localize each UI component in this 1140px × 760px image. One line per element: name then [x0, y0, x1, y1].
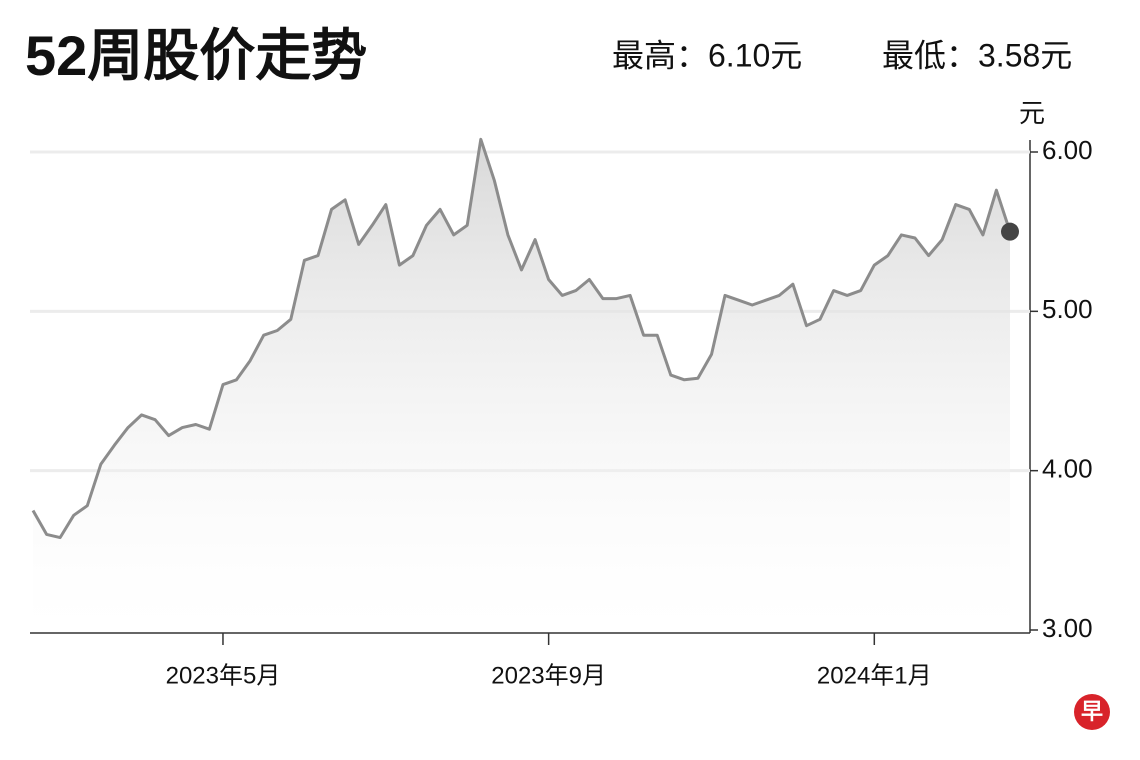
y-tick-label: 6.00: [1042, 135, 1093, 165]
chart-title: 52周股价走势: [25, 24, 367, 87]
x-tick-label: 2023年9月: [491, 662, 606, 689]
y-unit: 元: [1019, 98, 1045, 128]
price-line: [31, 137, 1012, 540]
low-label: 最低：3.58元: [882, 37, 1072, 73]
high-label: 最高：6.10元: [612, 37, 802, 73]
logo-badge: [1074, 694, 1110, 730]
y-tick-label: 5.00: [1042, 294, 1093, 324]
x-tick-label: 2023年5月: [166, 662, 281, 689]
last-point: [1001, 222, 1019, 241]
y-tick-label: 3.00: [1042, 613, 1093, 643]
area: [33, 139, 1010, 631]
x-tick-label: 2024年1月: [817, 662, 932, 689]
y-tick-label: 4.00: [1042, 454, 1093, 484]
logo: 早: [1081, 699, 1103, 724]
